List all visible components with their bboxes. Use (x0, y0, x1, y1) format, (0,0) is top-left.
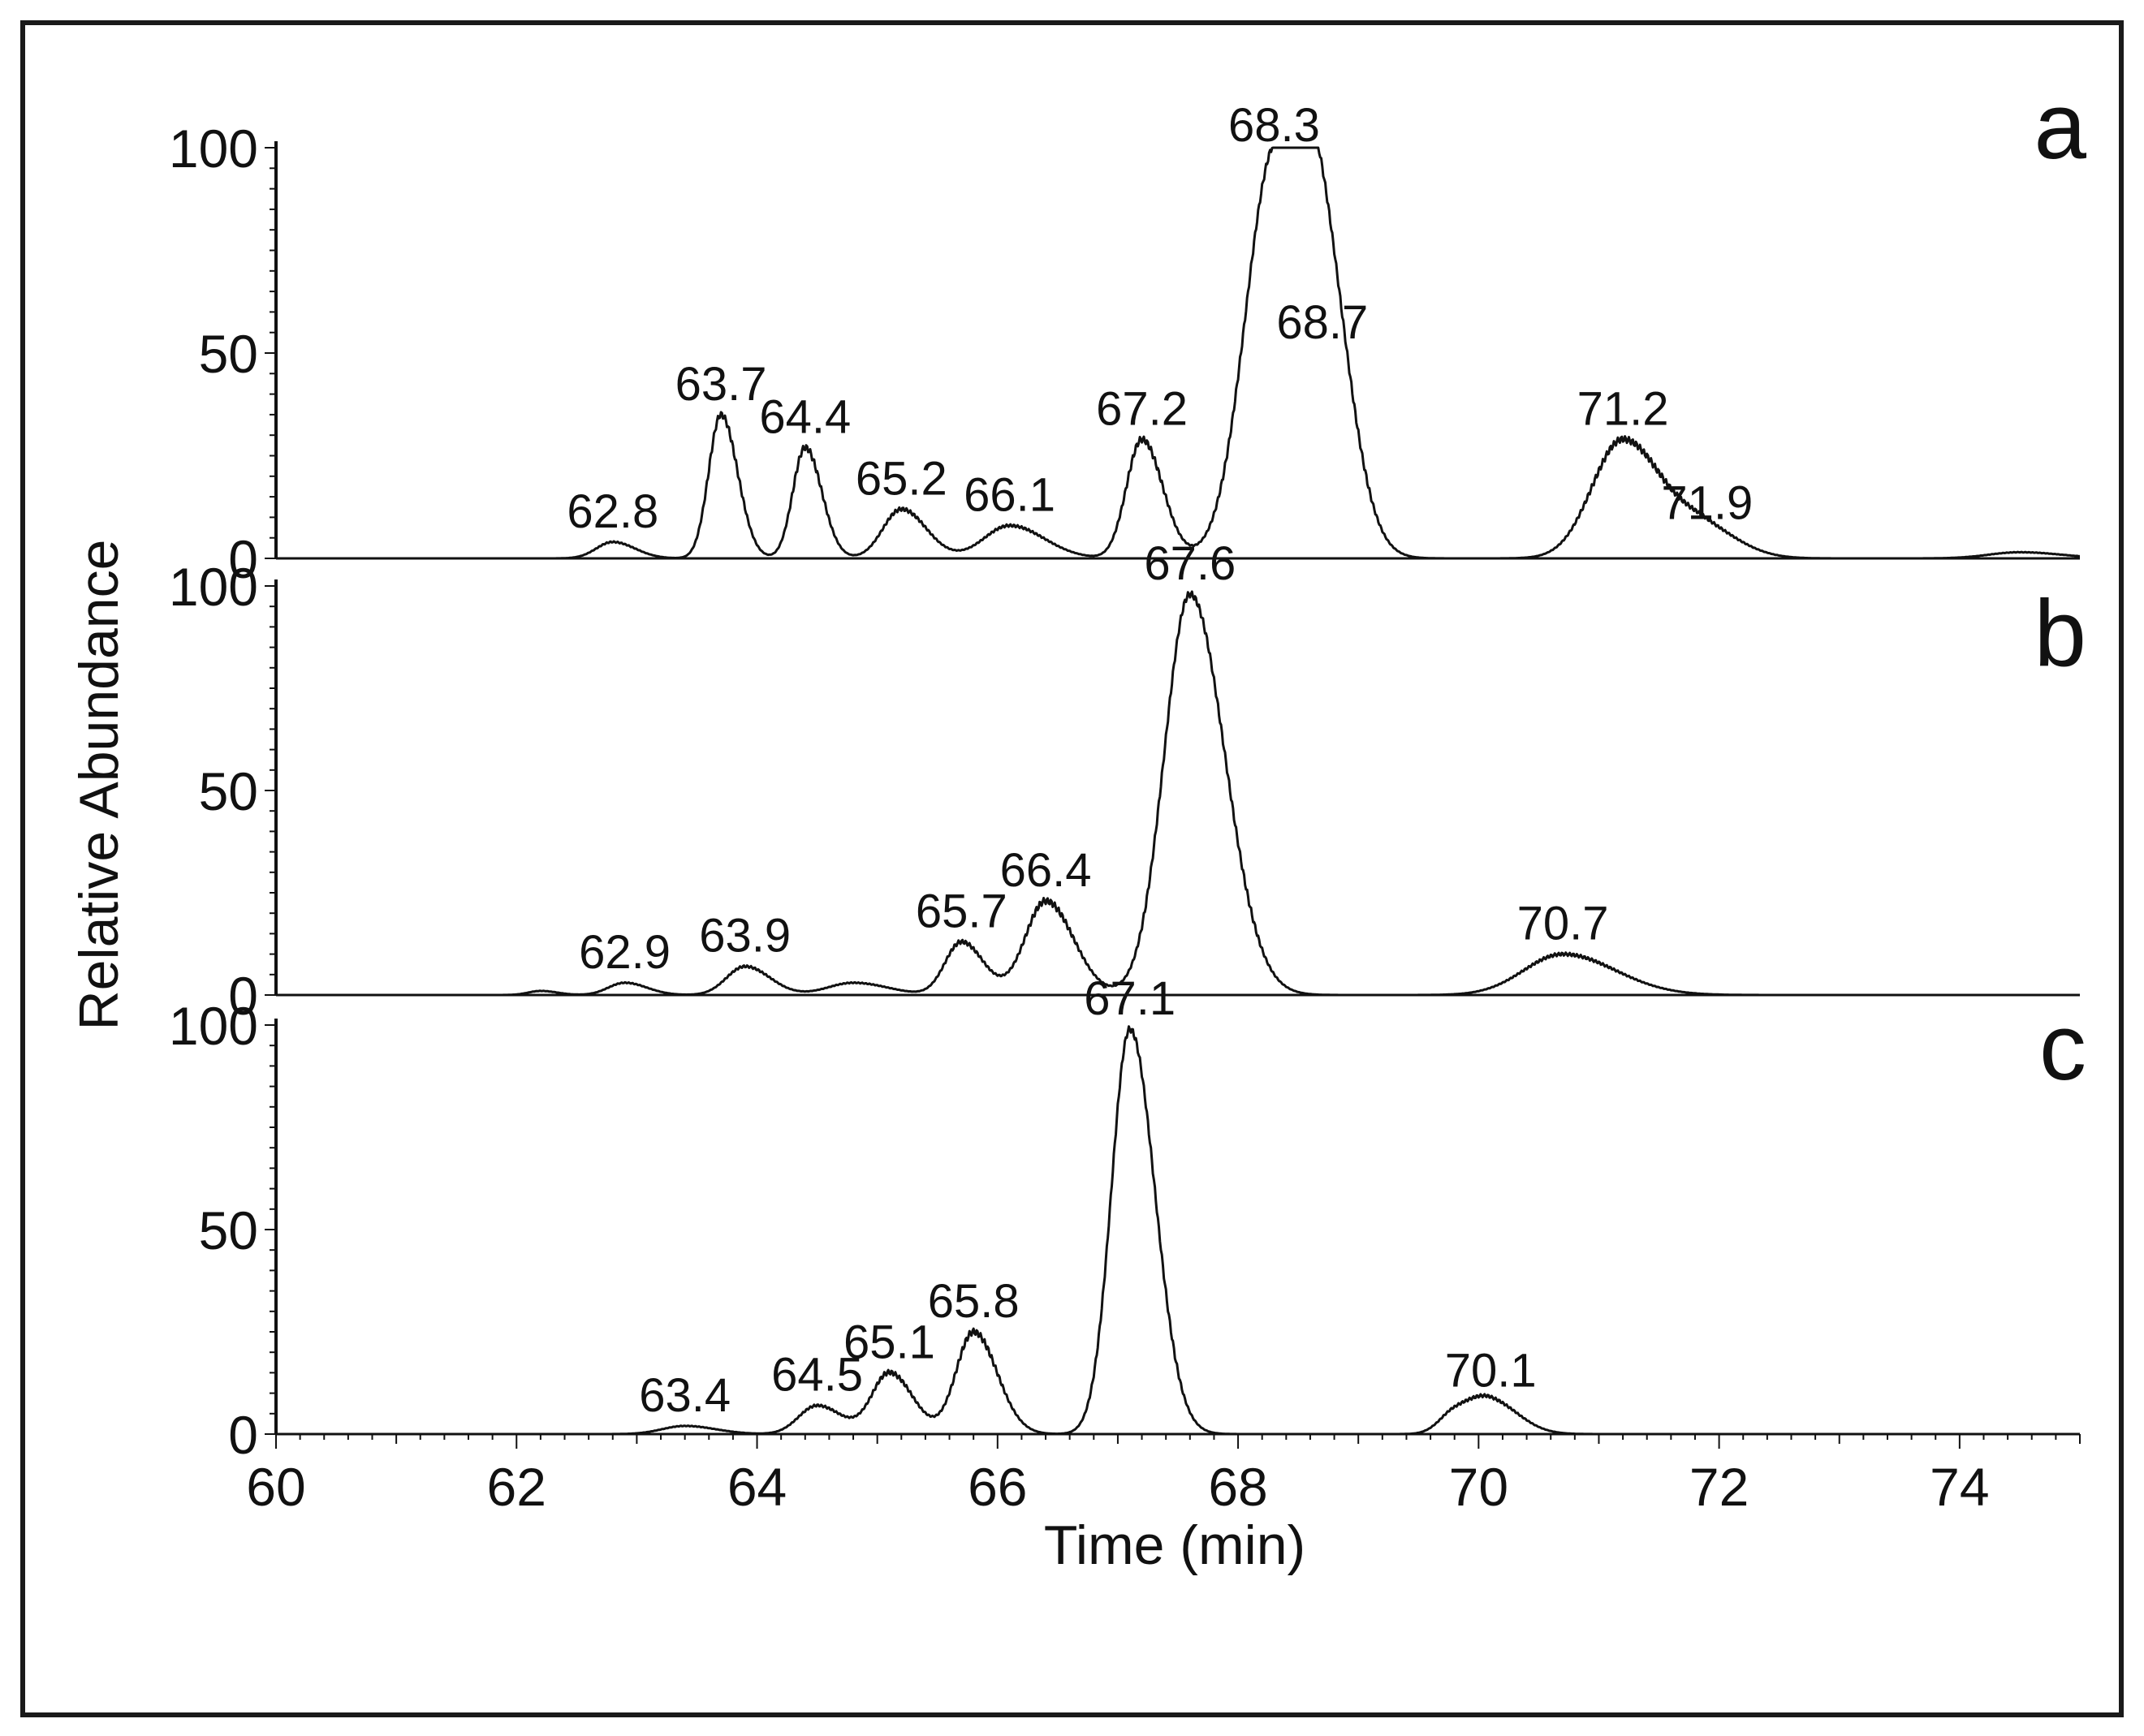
x-tick-label: 66 (968, 1457, 1027, 1517)
peak-label: 67.6 (1144, 537, 1236, 590)
peak-label: 65.1 (843, 1316, 935, 1368)
peak-label: 66.4 (1000, 844, 1092, 897)
chart-panels: 0 50 100 62.8 63.764.465.2 66.1 67.2 68.3 68.7 71… (169, 73, 2087, 1465)
panel-letter: a (2034, 73, 2086, 179)
peak-label: 63.9 (699, 910, 791, 963)
peak-label: 70.7 (1517, 898, 1609, 950)
y-tick-label: 50 (199, 324, 258, 384)
peak-label: 63.4 (639, 1369, 731, 1422)
peak-label: 66.1 (964, 469, 1055, 522)
x-tick-label: 68 (1208, 1457, 1267, 1517)
trace-a (275, 146, 2081, 560)
x-tick-label: 74 (1930, 1457, 1989, 1517)
peak-label: 62.9 (579, 926, 671, 979)
trace-c (275, 1025, 2081, 1436)
x-tick-label: 62 (487, 1457, 546, 1517)
y-tick-label: 100 (169, 557, 258, 617)
y-tick-label: 100 (169, 118, 258, 179)
peak-label: 68.3 (1228, 99, 1320, 152)
x-tick-label: 60 (246, 1457, 305, 1517)
peak-label: 65.2 (856, 452, 947, 505)
y-tick-label: 50 (199, 761, 258, 821)
panel-b: 0 50 100 62.9 63.9 65.766.4 67.6 70.7 b (169, 537, 2086, 1026)
peak-label: 64.4 (759, 390, 851, 443)
x-axis: 60 62 64 66 68 70 72 74 (246, 1434, 2081, 1517)
peak-label: 68.7 (1276, 296, 1368, 349)
x-axis-title: Time (min) (1044, 1514, 1305, 1576)
x-tick-label: 70 (1449, 1457, 1508, 1517)
peak-label: 65.8 (928, 1275, 1020, 1328)
y-tick-label: 100 (169, 996, 258, 1056)
panel-letter: c (2039, 994, 2086, 1100)
peak-label: 71.9 (1661, 477, 1753, 530)
panel-a: 0 50 100 62.8 63.764.465.2 66.1 67.2 68.3 68.7 71… (169, 73, 2087, 589)
trace-b (275, 590, 2081, 997)
peak-label: 63.7 (675, 358, 767, 411)
figure-frame (20, 20, 2124, 1717)
y-axis-title: Relative Abundance (68, 540, 130, 1031)
y-tick-label: 0 (228, 1405, 258, 1465)
panel-letter: b (2034, 580, 2086, 686)
peak-label: 71.2 (1577, 382, 1669, 435)
peak-label: 67.2 (1096, 382, 1188, 435)
peak-label: 62.8 (567, 485, 658, 538)
y-tick-label: 0 (228, 529, 258, 589)
y-tick-label: 0 (228, 966, 258, 1026)
peak-label: 67.1 (1084, 972, 1176, 1025)
panel-c: 0 50 100 63.4 64.565.165.8 67.1 70.1 c (169, 972, 2086, 1465)
peak-label: 70.1 (1445, 1345, 1537, 1398)
peak-label: 64.5 (771, 1349, 863, 1402)
y-tick-label: 50 (199, 1200, 258, 1260)
x-tick-label: 72 (1689, 1457, 1749, 1517)
peak-label: 65.7 (916, 885, 1007, 937)
x-tick-label: 64 (727, 1457, 787, 1517)
